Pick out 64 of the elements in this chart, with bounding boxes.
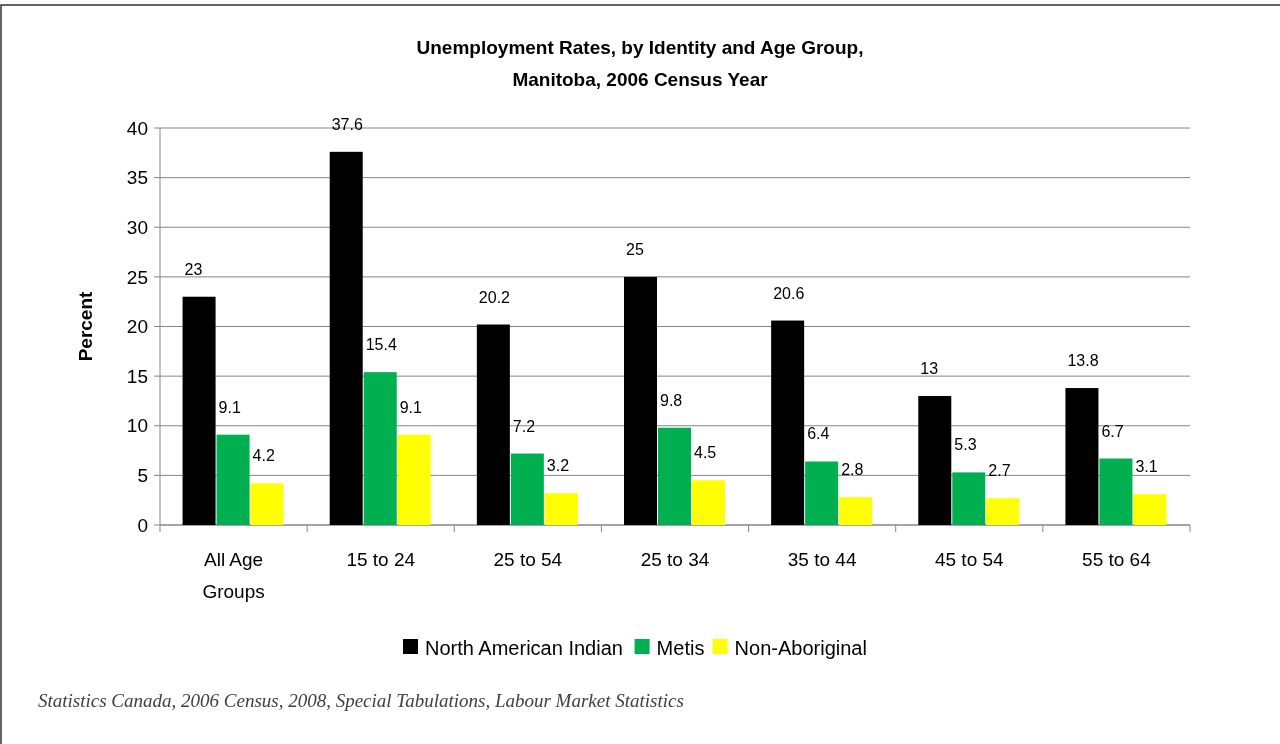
x-tick-label: All Age Groups — [202, 549, 265, 602]
x-tick-label: 55 to 64 — [1082, 549, 1152, 570]
bar — [918, 395, 952, 525]
data-label: 3.1 — [1135, 458, 1158, 476]
data-label: 13 — [920, 359, 939, 377]
data-label: 23 — [184, 260, 203, 278]
data-label: 4.5 — [694, 444, 717, 462]
bar — [839, 497, 873, 525]
y-tick-label: 10 — [126, 415, 148, 437]
y-tick-label: 15 — [126, 365, 148, 387]
x-tick-label: 25 to 34 — [640, 549, 710, 570]
bar — [624, 276, 657, 525]
data-label: 9.8 — [660, 391, 683, 409]
legend-label: Metis — [656, 637, 705, 659]
y-tick-label: 35 — [126, 167, 148, 189]
text: Statistics Canada, 2006 Census, 2008, Special Tabulations, Labour Market Statistics — [38, 690, 684, 711]
y-tick-label: 40 — [126, 117, 148, 139]
bar — [1133, 494, 1167, 525]
bar — [329, 151, 363, 525]
data-label: 2.8 — [841, 461, 864, 479]
bar — [658, 427, 691, 525]
data-label: 6.7 — [1101, 422, 1124, 440]
x-tick-label: 45 to 54 — [934, 549, 1005, 570]
data-label: 7.2 — [512, 417, 536, 435]
y-tick-label: 30 — [126, 216, 148, 238]
bar — [692, 480, 725, 525]
bar — [952, 472, 986, 525]
data-label: 25 — [626, 240, 644, 258]
y-axis-title: Percent — [75, 290, 96, 362]
bar — [771, 320, 805, 525]
bar — [363, 372, 397, 525]
data-label: 9.1 — [218, 398, 241, 416]
data-label: 37.6 — [331, 115, 363, 133]
data-label: 20.2 — [478, 288, 511, 306]
y-tick-label: 20 — [126, 316, 148, 338]
bar — [1065, 388, 1099, 525]
x-tick-label: 15 to 24 — [346, 549, 416, 570]
bar — [182, 296, 216, 525]
legend-label: North American Indian — [425, 637, 623, 659]
bar — [216, 434, 250, 525]
y-tick-label: 5 — [137, 465, 148, 487]
data-label: 9.1 — [399, 398, 423, 416]
data-label: 20.6 — [773, 284, 805, 302]
bar — [510, 453, 544, 525]
data-label: 3.2 — [546, 457, 570, 475]
data-label: 13.8 — [1067, 352, 1099, 370]
x-tick-label: 25 to 54 — [493, 549, 563, 570]
data-label: 6.4 — [807, 425, 830, 443]
data-label: 5.3 — [954, 436, 977, 454]
legend-label: Non-Aboriginal — [734, 637, 867, 659]
bar — [544, 493, 578, 525]
bar — [476, 324, 510, 525]
data-label: 2.7 — [988, 462, 1011, 480]
bar — [986, 498, 1020, 525]
data-label: 4.2 — [252, 447, 275, 465]
bar — [250, 483, 284, 525]
data-label: 15.4 — [365, 336, 397, 354]
y-tick-label: 0 — [137, 514, 148, 536]
bar — [397, 434, 431, 525]
chart-title: Unemployment Rates, by Identity and Age Group, Manitoba, 2006 Census Year — [416, 37, 864, 90]
bar — [805, 461, 839, 525]
y-tick-label: 25 — [126, 266, 148, 288]
bar — [1099, 458, 1133, 525]
x-tick-label: 35 to 44 — [787, 549, 857, 570]
